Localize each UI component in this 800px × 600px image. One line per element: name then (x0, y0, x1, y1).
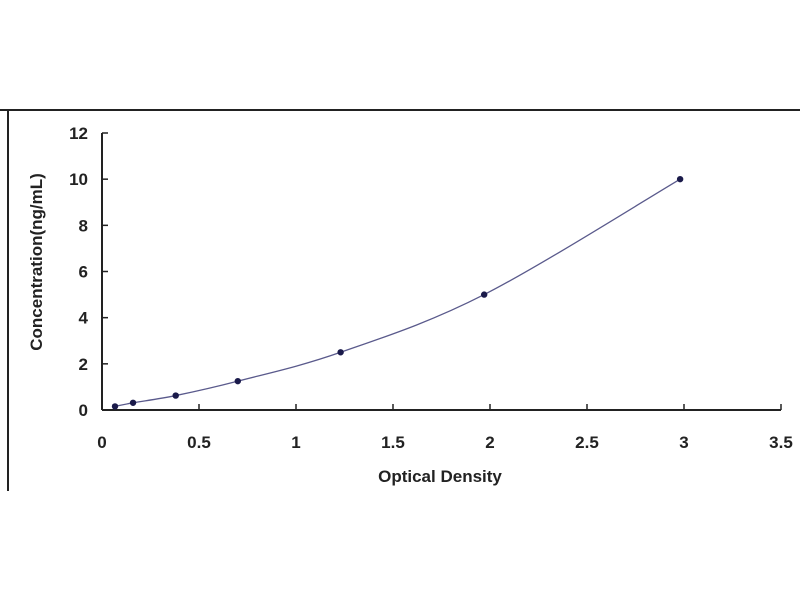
y-tick-label: 0 (79, 401, 88, 420)
ticks: 0 0.5 1 1.5 2 2.5 3 3.5 0 2 4 6 8 10 12 (69, 124, 793, 452)
data-points (111, 175, 684, 410)
data-point (676, 175, 684, 183)
x-tick-label: 2 (485, 433, 494, 452)
data-point (129, 399, 137, 406)
y-tick-label: 8 (79, 216, 88, 235)
y-tick-label: 12 (69, 124, 88, 143)
y-tick-label: 6 (79, 263, 88, 282)
y-tick-label: 10 (69, 170, 88, 189)
frame-top-border (0, 109, 800, 111)
x-tick-label: 3.5 (769, 433, 793, 452)
x-tick-label: 1 (291, 433, 300, 452)
x-tick-label: 3 (679, 433, 688, 452)
axes (101, 133, 781, 411)
x-tick-label: 1.5 (381, 433, 405, 452)
x-tick-label: 0 (97, 433, 106, 452)
data-point (234, 377, 241, 385)
y-tick-label: 4 (79, 309, 89, 328)
y-axis-title: Concentration(ng/mL) (27, 173, 46, 351)
x-axis-title: Optical Density (378, 467, 502, 486)
fit-curve (114, 178, 681, 408)
y-tick-label: 2 (79, 355, 88, 374)
x-tick-label: 0.5 (187, 433, 211, 452)
data-point (337, 349, 344, 356)
data-point (111, 403, 119, 410)
frame-left-border (7, 109, 9, 491)
data-point (172, 392, 179, 399)
data-point (480, 291, 488, 298)
x-tick-label: 2.5 (575, 433, 599, 452)
